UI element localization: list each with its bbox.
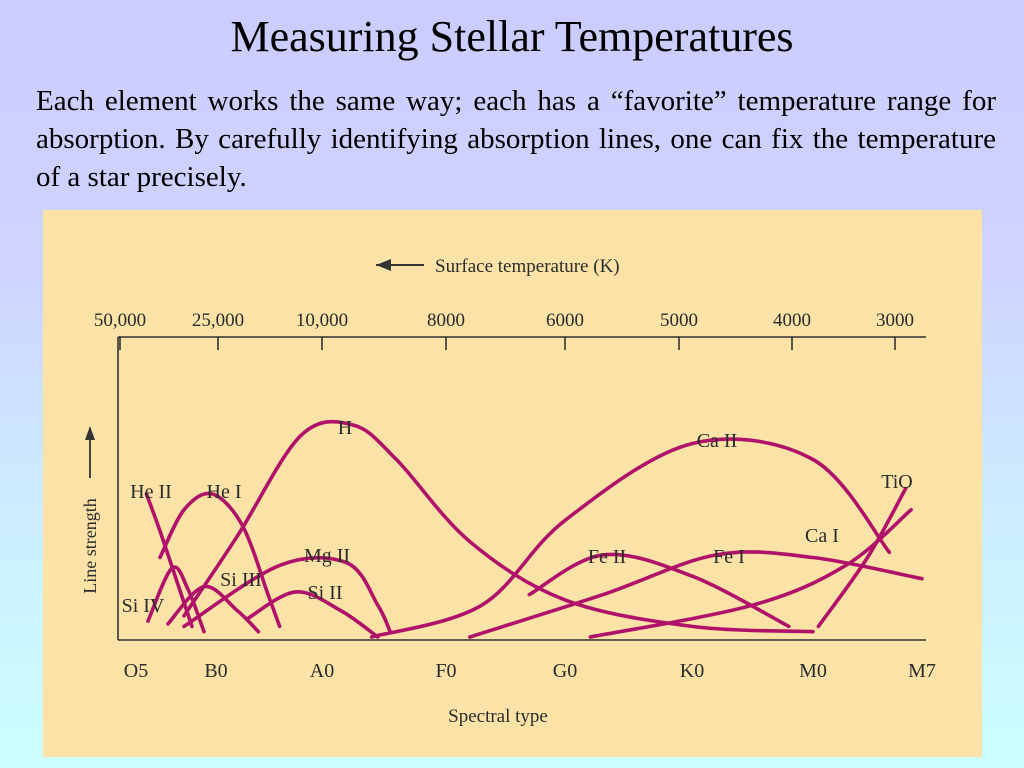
curve-mg-ii xyxy=(182,555,392,634)
top-tick-label: 3000 xyxy=(876,310,914,331)
curve-si-iii xyxy=(166,584,261,634)
y-axis-arrow-head xyxy=(85,426,95,440)
top-tick-label: 4000 xyxy=(773,310,811,331)
y-axis-title: Line strength xyxy=(80,498,100,593)
series-label-ca-i: Ca I xyxy=(805,525,839,547)
series-label-si-ii: Si II xyxy=(308,582,343,604)
x-tick-label: A0 xyxy=(310,660,334,682)
x-tick-label: G0 xyxy=(553,660,577,682)
series-label-h: H xyxy=(338,417,352,439)
x-tick-label: M7 xyxy=(908,660,936,682)
series-label-fe-i: Fe I xyxy=(713,546,745,568)
series-label-he-ii: He II xyxy=(130,481,172,503)
x-tick-label: M0 xyxy=(799,660,827,682)
curve-si-ii xyxy=(246,590,380,639)
top-tick-label: 8000 xyxy=(427,310,465,331)
top-axis-title: Surface temperature (K) xyxy=(435,256,620,277)
slide-body-text: Each element works the same way; each ha… xyxy=(36,85,996,193)
series-label-fe-ii: Fe II xyxy=(588,546,626,568)
curve-tio xyxy=(816,486,908,629)
chart-figure: 50,000 25,000 10,000 8000 6000 5000 4000 3000 Su… xyxy=(43,210,982,757)
series-label-mg-ii: Mg II xyxy=(304,545,350,567)
chart-svg: 50,000 25,000 10,000 8000 6000 5000 4000 3000 Su… xyxy=(80,256,936,727)
curve-fe-i xyxy=(468,550,924,639)
slide-title: Measuring Stellar Temperatures xyxy=(230,12,794,61)
x-tick-label: O5 xyxy=(124,660,148,682)
curve-he-ii xyxy=(144,492,194,629)
top-tick-label: 10,000 xyxy=(296,310,348,331)
series-label-si-iii: Si III xyxy=(220,569,262,591)
top-tick-label: 50,000 xyxy=(94,310,146,331)
curve-he-i xyxy=(158,491,282,629)
top-tick-label: 5000 xyxy=(660,310,698,331)
x-tick-label: B0 xyxy=(204,660,227,682)
top-tick-label: 25,000 xyxy=(192,310,244,331)
curve-ca-ii xyxy=(369,437,892,639)
curve-h xyxy=(182,419,815,634)
curve-si-iv xyxy=(146,565,206,634)
curve-fe-ii xyxy=(527,552,791,629)
series-label-ca-ii: Ca II xyxy=(697,430,738,452)
top-tick-label: 6000 xyxy=(546,310,584,331)
x-tick-label: F0 xyxy=(435,660,456,682)
series-label-he-i: He I xyxy=(207,481,242,503)
x-axis-title: Spectral type xyxy=(448,706,548,727)
x-tick-label: K0 xyxy=(680,660,704,682)
series-label-si-iv: Si IV xyxy=(122,595,165,617)
top-axis-arrow-head xyxy=(376,259,391,271)
series-label-tio: TiO xyxy=(881,471,913,493)
